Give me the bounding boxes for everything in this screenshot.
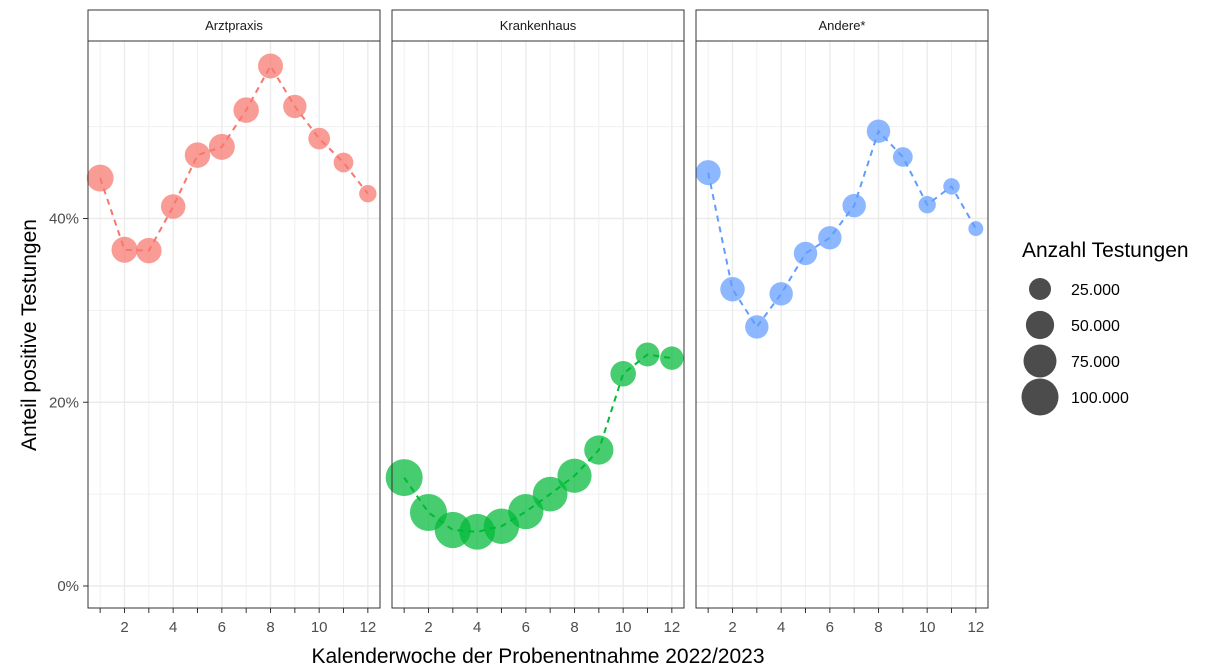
y-tick-label: 20%: [49, 394, 79, 411]
data-point: [258, 53, 283, 79]
data-point: [233, 97, 259, 123]
data-point: [557, 458, 592, 493]
x-tick-label: 6: [218, 619, 226, 636]
data-point: [208, 133, 235, 160]
data-point: [745, 315, 769, 339]
data-point: [308, 127, 331, 150]
legend-key: [1029, 278, 1051, 300]
data-point: [86, 164, 114, 192]
data-point: [720, 276, 745, 302]
data-point: [508, 494, 544, 530]
x-tick-label: 6: [522, 619, 530, 636]
facet-strip: [391, 9, 685, 42]
data-point: [283, 94, 307, 119]
data-point: [385, 459, 423, 497]
x-tick-label: 12: [967, 619, 984, 636]
data-point: [842, 193, 866, 218]
panel-background: [696, 41, 988, 608]
data-point: [359, 184, 377, 203]
data-point: [818, 226, 842, 250]
data-point: [660, 346, 684, 370]
y-tick-label: 0%: [57, 578, 79, 595]
x-tick-label: 12: [663, 619, 680, 636]
data-point: [584, 435, 614, 465]
y-axis: 0% 20% 40%: [49, 211, 88, 595]
y-axis-title: Anteil positive Testungen: [18, 219, 41, 451]
data-point: [695, 160, 721, 186]
facet-label: Arztpraxis: [205, 18, 263, 33]
data-point: [160, 194, 186, 219]
x-tick-label: 8: [266, 619, 274, 636]
legend-label: 50.000: [1071, 318, 1120, 335]
data-point: [943, 178, 960, 195]
data-point: [184, 142, 211, 168]
facet-strip: [87, 9, 381, 42]
legend-label: 25.000: [1071, 282, 1120, 299]
x-tick-label: 4: [777, 619, 785, 636]
x-tick-label: 2: [424, 619, 432, 636]
x-tick-label: 10: [311, 619, 328, 636]
facet-strip: [695, 9, 989, 42]
data-point: [333, 152, 354, 173]
x-tick-label: 12: [359, 619, 376, 636]
x-tick-label: 10: [615, 619, 632, 636]
data-point: [610, 361, 636, 387]
x-tick-label: 8: [874, 619, 882, 636]
legend-key: [1021, 378, 1059, 416]
x-tick-label: 10: [919, 619, 936, 636]
size-legend: Anzahl Testungen 25.000 50.000 75.000 100.0…: [1021, 239, 1189, 416]
data-point: [635, 342, 660, 367]
x-tick-label: 6: [826, 619, 834, 636]
x-tick-label: 4: [169, 619, 177, 636]
panel-background: [88, 41, 380, 608]
data-point: [918, 196, 936, 214]
data-point: [968, 221, 984, 237]
panel-0: Arztpraxis 2 4 6 8 10 12: [86, 9, 381, 636]
data-point: [866, 119, 891, 143]
legend-key: [1025, 310, 1055, 340]
legend-title: Anzahl Testungen: [1022, 239, 1189, 262]
data-point: [111, 236, 138, 263]
y-tick-label: 40%: [49, 211, 79, 228]
x-tick-label: 4: [473, 619, 481, 636]
panel-1: Krankenhaus 2 4 6 8 10 12: [385, 9, 685, 636]
panel-border: [87, 40, 381, 609]
legend-key: [1023, 344, 1057, 378]
data-point: [793, 241, 818, 266]
panel-border: [695, 40, 989, 609]
facet-label: Andere*: [819, 18, 866, 33]
x-axis-title: Kalenderwoche der Probenentnahme 2022/20…: [311, 645, 764, 668]
data-point: [532, 476, 568, 512]
panel-border: [391, 40, 685, 609]
data-point: [769, 282, 793, 306]
x-tick-label: 8: [570, 619, 578, 636]
panel-2: Andere* 2 4 6 8 10 12: [695, 9, 989, 636]
legend-label: 100.000: [1071, 390, 1129, 407]
data-point: [136, 237, 162, 264]
facet-label: Krankenhaus: [500, 18, 577, 33]
x-tick-label: 2: [728, 619, 736, 636]
x-tick-label: 2: [120, 619, 128, 636]
legend-label: 75.000: [1071, 354, 1120, 371]
data-point: [892, 147, 913, 167]
